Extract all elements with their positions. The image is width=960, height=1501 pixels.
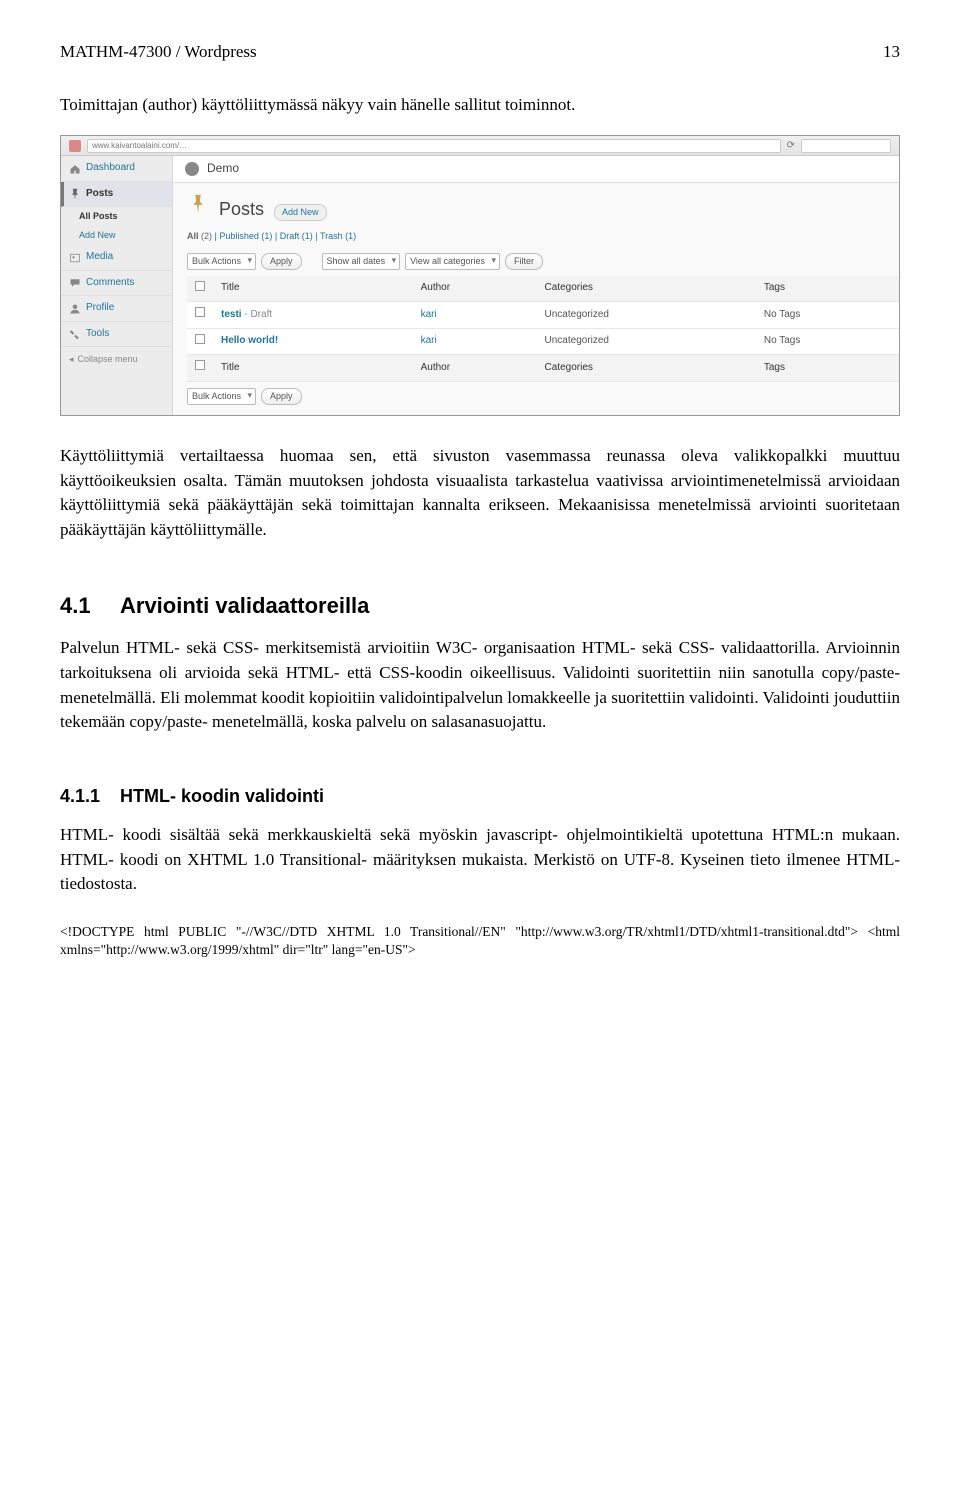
wordpress-logo-icon (185, 162, 199, 176)
table-header-row: Title Author Categories Tags (187, 276, 899, 302)
col-author[interactable]: Author (413, 276, 537, 302)
post-author[interactable]: kari (413, 328, 537, 355)
select-all-checkbox[interactable] (195, 281, 205, 291)
sidebar-item-tools[interactable]: Tools (61, 322, 172, 348)
sidebar-item-posts[interactable]: Posts (61, 182, 172, 208)
filter-draft[interactable]: Draft (1) (280, 231, 313, 241)
code-snippet: <!DOCTYPE html PUBLIC "-//W3C//DTD XHTML… (60, 923, 900, 959)
comment-icon (69, 277, 81, 289)
col-tags[interactable]: Tags (756, 276, 899, 302)
post-title-link[interactable]: testi (221, 309, 242, 320)
site-name: Demo (207, 160, 239, 177)
post-tags: No Tags (756, 302, 899, 329)
sidebar-item-comments[interactable]: Comments (61, 271, 172, 297)
table-row: Hello world! kari Uncategorized No Tags (187, 328, 899, 355)
media-icon (69, 252, 81, 264)
post-category[interactable]: Uncategorized (537, 302, 756, 329)
profile-icon (69, 303, 81, 315)
categories-select[interactable]: View all categories (405, 253, 500, 270)
wp-main-area: Demo Posts Add New All (2) | Published (… (173, 156, 899, 415)
wp-admin-sidebar: Dashboard Posts All Posts Add New Media … (61, 156, 173, 415)
browser-url-bar[interactable]: www.kaivantoalaini.com/… (87, 139, 781, 153)
tools-icon (69, 328, 81, 340)
bulk-actions-select[interactable]: Bulk Actions (187, 253, 256, 270)
sidebar-item-media[interactable]: Media (61, 245, 172, 271)
subsection-heading-4-1-1: 4.1.1HTML- koodin validointi (60, 783, 900, 809)
intro-paragraph: Toimittajan (author) käyttöliittymässä n… (60, 93, 900, 118)
filter-published[interactable]: Published (1) (219, 231, 272, 241)
bottom-bulk-toolbar: Bulk Actions Apply (173, 382, 899, 415)
table-footer-row: Title Author Categories Tags (187, 355, 899, 382)
sidebar-sub-add-new[interactable]: Add New (61, 226, 172, 245)
apply-button-bottom[interactable]: Apply (261, 388, 302, 405)
wp-top-bar: Demo (173, 156, 899, 182)
header-page-number: 13 (883, 40, 900, 65)
filter-button[interactable]: Filter (505, 253, 543, 270)
browser-search-box[interactable] (801, 139, 891, 153)
pushpin-icon (187, 193, 209, 215)
reload-icon[interactable]: ⟳ (787, 139, 795, 154)
bulk-toolbar: Bulk Actions Apply Show all dates View a… (173, 247, 899, 276)
col-categories[interactable]: Categories (537, 276, 756, 302)
post-tags: No Tags (756, 328, 899, 355)
dates-select[interactable]: Show all dates (322, 253, 401, 270)
post-status-filters: All (2) | Published (1) | Draft (1) | Tr… (173, 226, 899, 247)
post-author[interactable]: kari (413, 302, 537, 329)
browser-icon (69, 140, 81, 152)
section-heading-4-1: 4.1Arviointi validaattoreilla (60, 590, 900, 622)
select-all-checkbox-bottom[interactable] (195, 360, 205, 370)
post-category[interactable]: Uncategorized (537, 328, 756, 355)
wordpress-screenshot: www.kaivantoalaini.com/… ⟳ Dashboard Pos… (60, 135, 900, 416)
browser-chrome: www.kaivantoalaini.com/… ⟳ (61, 136, 899, 156)
paragraph-2: Palvelun HTML- sekä CSS- merkitsemistä a… (60, 636, 900, 735)
posts-table: Title Author Categories Tags testi - Dra… (187, 276, 899, 382)
wp-page-title-bar: Posts Add New (173, 183, 899, 226)
filter-trash[interactable]: Trash (1) (320, 231, 356, 241)
row-checkbox[interactable] (195, 334, 205, 344)
home-icon (69, 163, 81, 175)
col-title[interactable]: Title (213, 276, 413, 302)
sidebar-item-profile[interactable]: Profile (61, 296, 172, 322)
row-checkbox[interactable] (195, 307, 205, 317)
apply-button[interactable]: Apply (261, 253, 302, 270)
pin-icon (69, 188, 81, 200)
post-title-link[interactable]: Hello world! (213, 328, 413, 355)
paragraph-3: HTML- koodi sisältää sekä merkkauskieltä… (60, 823, 900, 897)
collapse-icon: ◂ (69, 353, 74, 366)
header-left: MATHM-47300 / Wordpress (60, 40, 257, 65)
filter-all[interactable]: All (187, 231, 199, 241)
table-row: testi - Draft kari Uncategorized No Tags (187, 302, 899, 329)
page-title: Posts (219, 196, 264, 222)
bulk-actions-select-bottom[interactable]: Bulk Actions (187, 388, 256, 405)
paragraph-1: Käyttöliittymiä vertailtaessa huomaa sen… (60, 444, 900, 543)
sidebar-collapse[interactable]: ◂ Collapse menu (61, 347, 172, 372)
sidebar-sub-all-posts[interactable]: All Posts (61, 207, 172, 226)
sidebar-item-dashboard[interactable]: Dashboard (61, 156, 172, 182)
page-header: MATHM-47300 / Wordpress 13 (60, 40, 900, 65)
add-new-button[interactable]: Add New (274, 204, 327, 221)
